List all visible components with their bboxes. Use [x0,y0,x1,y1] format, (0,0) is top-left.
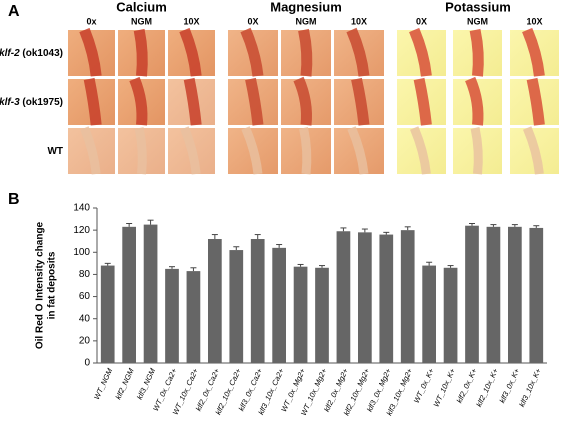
worm [240,27,264,77]
bar [336,231,351,363]
panel-label: A [8,3,20,20]
worm [129,76,148,126]
y-axis-label: Oil Red O Intensity change [35,221,46,349]
y-tick-label: 0 [84,358,90,369]
worm [79,27,102,77]
bar [186,271,201,363]
worm [409,27,432,77]
worm [133,28,148,77]
y-tick-label: 20 [79,335,91,346]
x-tick-label: klf3_0x_K+ [498,366,522,404]
worm [299,127,312,175]
worm [179,27,202,77]
worm [80,126,101,175]
bar [400,230,415,363]
x-tick-label: WT_NGM [92,366,115,401]
worm [469,28,484,77]
y-tick-label: 140 [73,203,90,214]
column-header: 0X [247,16,258,26]
y-tick-label: 120 [73,225,90,236]
strain: (ok1043) [22,48,63,59]
worm [410,126,431,175]
worm [293,76,312,126]
gene-name: klf-2 [0,48,20,59]
y-tick-label: 40 [79,313,91,324]
worm [347,126,369,175]
column-header: 10X [183,16,199,26]
gene-name: klf-3 [0,97,20,108]
bar [100,265,115,363]
x-tick-label: klf2_10x_K+ [474,366,500,408]
worm [470,127,483,175]
x-tick-label: klf2_0x_K+ [455,366,479,404]
worm [183,77,202,126]
bar [465,225,479,363]
row-label: klf-2 (ok1043) [0,48,63,59]
worm [351,77,370,126]
column-header: NGM [131,16,152,26]
row-label: klf-3 (ok1975) [0,97,63,108]
row-label: WT [47,146,63,157]
group-title: Calcium [116,0,167,14]
column-header: NGM [296,16,317,26]
worm [241,126,263,175]
bar [272,247,286,363]
column-header: 0X [416,16,427,26]
worm [134,127,147,175]
worm [180,126,201,175]
bar [122,226,136,363]
bar [422,265,436,363]
worm [522,27,545,77]
worm [526,77,545,126]
column-header: 10X [351,16,367,26]
y-axis-label: in fat deposits [47,251,58,319]
bar [315,267,329,363]
bar [208,239,222,363]
bar [143,224,158,363]
bar [358,232,372,363]
panel-label: B [8,191,20,208]
y-tick-label: 80 [79,269,91,280]
bar [293,266,308,363]
x-tick-label: klf3_10x_K+ [517,366,543,408]
x-tick-label: klf3_NGM [135,366,158,401]
worm [83,77,102,126]
bar [443,267,458,363]
gene-name: WT [47,146,63,157]
y-tick-label: 100 [73,247,90,258]
bar [165,268,179,363]
x-tick-label: klf2_NGM [114,366,137,401]
group-title: Magnesium [270,0,342,14]
worm [465,76,484,126]
bar [250,239,265,363]
bar [379,234,394,363]
column-header: 10X [526,16,542,26]
group-title: Potassium [445,0,511,14]
bar [508,226,522,363]
worm [413,77,432,126]
strain: (ok1975) [22,97,63,108]
worm [298,28,313,77]
column-header: 0x [86,16,96,26]
worm [245,77,264,126]
bar [229,250,244,363]
column-header: NGM [467,16,488,26]
x-tick-label: WT_10x_K+ [431,366,457,408]
bar [486,226,501,363]
bar [529,227,544,363]
worm [523,126,544,175]
x-tick-label: WT_0x_K+ [412,366,436,404]
y-tick-label: 60 [79,291,91,302]
worm [346,27,370,77]
